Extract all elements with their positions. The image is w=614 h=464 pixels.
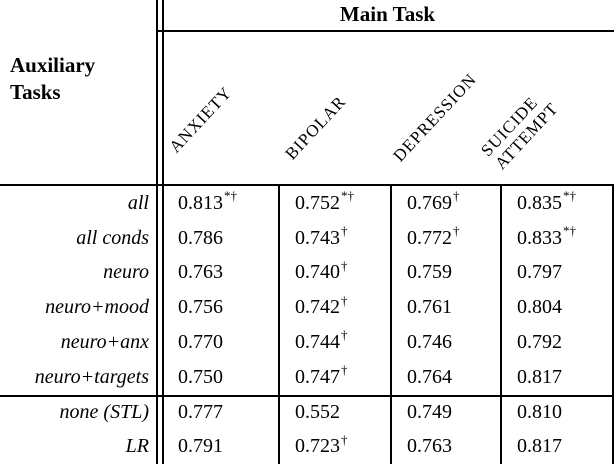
significance-marker: *† (563, 223, 576, 239)
value: 0.743 (295, 226, 340, 249)
cell-anxiety: 0.791 (163, 429, 278, 464)
cell-depression: 0.769 † (390, 186, 500, 221)
value: 0.817 (517, 365, 562, 388)
cell-anxiety: 0.777 (163, 394, 278, 430)
cell-anxiety: 0.786 (163, 221, 278, 256)
value: 0.786 (178, 226, 223, 249)
cell-suicide-attempt: 0.835 *† (500, 186, 614, 221)
value: 0.797 (517, 261, 562, 284)
main-task-rule (157, 30, 614, 32)
cell-bipolar: 0.752 *† (278, 186, 390, 221)
cell-depression: 0.746 (390, 325, 500, 360)
cell-suicide-attempt: 0.817 (500, 429, 614, 464)
row-label: neuro+anx (60, 330, 149, 353)
value: 0.777 (178, 401, 223, 424)
cell-anxiety: 0.813 *† (163, 186, 278, 221)
value: 0.810 (517, 401, 562, 424)
value: 0.747 (295, 365, 340, 388)
value: 0.764 (407, 365, 452, 388)
significance-marker: † (341, 431, 348, 447)
significance-marker: † (341, 292, 348, 308)
cell-bipolar: 0.744 † (278, 325, 390, 360)
column-header-anxiety: ANXIETY (165, 82, 236, 157)
row-label: neuro+mood (45, 296, 149, 319)
value: 0.763 (178, 261, 223, 284)
cell-depression: 0.749 (390, 394, 500, 430)
cell-depression: 0.761 (390, 290, 500, 325)
cell-bipolar: 0.742 † (278, 290, 390, 325)
cell-anxiety: 0.750 (163, 360, 278, 395)
cell-depression: 0.763 (390, 429, 500, 464)
value: 0.761 (407, 296, 452, 319)
value: 0.770 (178, 330, 223, 353)
double-vertical-rule (156, 0, 164, 464)
value: 0.763 (407, 435, 452, 458)
value: 0.723 (295, 435, 340, 458)
value: 0.740 (295, 261, 340, 284)
cell-anxiety: 0.756 (163, 290, 278, 325)
significance-marker: † (341, 327, 348, 343)
row-label: neuro (103, 261, 149, 284)
cell-suicide-attempt: 0.797 (500, 255, 614, 291)
value: 0.833 (517, 226, 562, 249)
row-label: all (127, 191, 149, 214)
cell-suicide-attempt: 0.817 (500, 359, 614, 395)
cell-suicide-attempt: 0.804 (500, 290, 614, 325)
cell-depression: 0.772 † (390, 220, 500, 256)
value: 0.756 (178, 296, 223, 319)
significance-marker: † (453, 223, 460, 239)
value: 0.769 (407, 191, 452, 214)
value: 0.552 (295, 401, 340, 424)
column-header-suicide-attempt: SUICIDE ATTEMPT (477, 86, 562, 173)
value: 0.750 (178, 365, 223, 388)
corner-title: Auxiliary Tasks (10, 52, 95, 106)
significance-marker: † (341, 223, 348, 239)
column-header-bipolar: BIPOLAR (281, 92, 350, 164)
value: 0.742 (295, 296, 340, 319)
value: 0.817 (517, 435, 562, 458)
significance-marker: *† (224, 188, 237, 204)
cell-bipolar: 0.723 † (278, 429, 390, 464)
significance-marker: † (341, 362, 348, 378)
cell-suicide-attempt: 0.792 (500, 325, 614, 360)
value: 0.772 (407, 226, 452, 249)
value: 0.791 (178, 435, 223, 458)
row-label: neuro+targets (34, 365, 149, 388)
value: 0.752 (295, 191, 340, 214)
cell-bipolar: 0.747 † (278, 359, 390, 395)
cell-anxiety: 0.770 (163, 325, 278, 360)
significance-marker: *† (563, 188, 576, 204)
significance-marker: † (453, 188, 460, 204)
row-label: none (STL) (0, 394, 163, 430)
row-label: all conds (76, 226, 149, 249)
value: 0.804 (517, 296, 562, 319)
value: 0.813 (178, 191, 223, 214)
row-label: LR (125, 435, 149, 458)
cell-bipolar: 0.552 (278, 394, 390, 430)
cell-anxiety: 0.763 (163, 256, 278, 291)
significance-marker: † (341, 257, 348, 273)
value: 0.792 (517, 330, 562, 353)
corner-title-line2: Tasks (10, 80, 61, 104)
value: 0.835 (517, 191, 562, 214)
cell-depression: 0.759 (390, 255, 500, 291)
cell-suicide-attempt: 0.833 *† (500, 220, 614, 256)
cell-suicide-attempt: 0.810 (500, 394, 614, 430)
significance-marker: *† (341, 188, 354, 204)
table-body: all 0.813 *† 0.752 *† 0.769 † 0.835 *† all c… (0, 184, 614, 464)
cell-bipolar: 0.740 † (278, 255, 390, 291)
value: 0.744 (295, 330, 340, 353)
value: 0.759 (407, 261, 452, 284)
value: 0.749 (407, 401, 452, 424)
value: 0.746 (407, 330, 452, 353)
main-task-title: Main Task (339, 2, 436, 26)
corner-title-line1: Auxiliary (10, 53, 96, 77)
cell-bipolar: 0.743 † (278, 220, 390, 256)
column-header-depression: DEPRESSION (389, 69, 481, 166)
cell-depression: 0.764 (390, 359, 500, 395)
